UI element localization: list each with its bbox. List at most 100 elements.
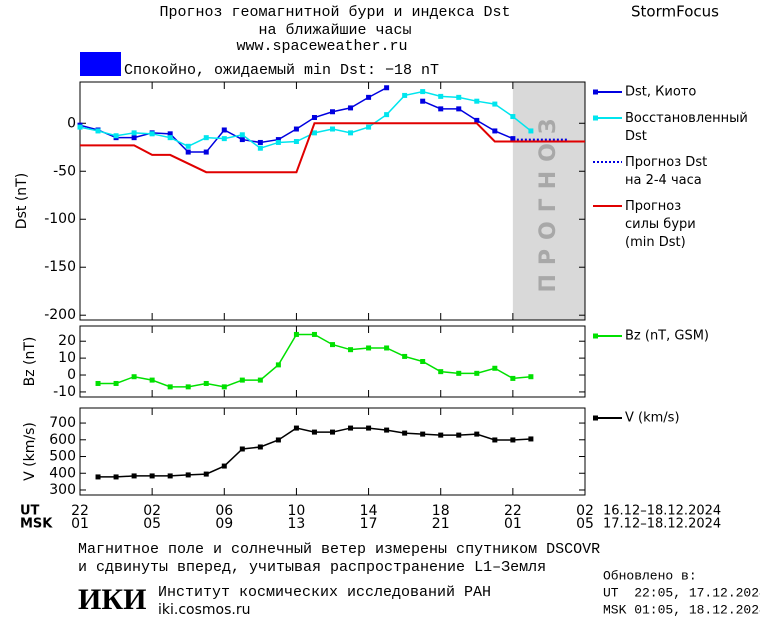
data-point	[257, 145, 263, 151]
data-point	[366, 124, 372, 130]
data-point	[474, 98, 480, 104]
institute: Институт космических исследований РАН	[158, 584, 491, 601]
title: Прогноз геомагнитной бури и индекса Dst н…	[159, 4, 510, 39]
y-tick-label: 0	[67, 367, 76, 383]
updated-ut: UT 22:05, 17.12.2024	[603, 585, 760, 600]
date-range: 16.12–18.12.2024	[603, 504, 721, 519]
text-line: Восстановленный	[625, 111, 748, 126]
data-point	[77, 124, 83, 130]
legend-symbol	[593, 89, 598, 95]
data-point	[221, 384, 227, 390]
data-point	[330, 126, 335, 132]
y-tick-label: 700	[49, 415, 76, 431]
note: Магнитное поле и солнечный ветер измерен…	[78, 541, 600, 576]
data-point	[203, 471, 209, 477]
data-point	[257, 444, 263, 450]
status-indicator	[80, 52, 121, 76]
data-point	[203, 380, 209, 386]
logo: ИКИ	[78, 583, 146, 616]
x-tick-label: 17	[360, 516, 378, 532]
data-point	[131, 374, 137, 380]
data-point	[293, 139, 299, 144]
data-point	[366, 345, 372, 351]
plot-frame	[79, 325, 586, 398]
text-line: Прогноз	[625, 199, 681, 214]
data-point	[402, 353, 408, 359]
plot-frame	[79, 81, 586, 321]
data-point	[420, 359, 426, 364]
data-point	[185, 384, 191, 390]
data-point	[474, 117, 480, 123]
y-tick-label: 500	[49, 449, 76, 465]
data-point	[528, 436, 534, 442]
forecast-label: ПРОГНОЗ	[536, 109, 561, 292]
data-point	[348, 425, 354, 431]
legend-label: Bz (nT, GSM)	[625, 329, 709, 344]
text-line: силы бури	[625, 217, 696, 232]
data-point	[221, 463, 227, 469]
y-tick-label: -200	[44, 307, 76, 323]
data-point	[510, 114, 516, 120]
data-point	[167, 473, 173, 479]
data-point	[167, 384, 173, 390]
text-line: Прогноз геомагнитной бури и индекса Dst	[159, 4, 510, 21]
data-point	[257, 139, 263, 145]
text-line: Магнитное поле и солнечный ветер измерен…	[78, 541, 600, 558]
data-point	[384, 427, 390, 433]
data-point	[348, 347, 354, 353]
legend-label: Восстановленный Dst	[625, 111, 748, 144]
data-point	[366, 425, 372, 431]
data-point	[95, 474, 101, 480]
data-point	[402, 430, 408, 436]
x-axis-label: UT	[20, 504, 40, 519]
data-point	[239, 446, 245, 452]
plot-frame	[79, 407, 586, 496]
site: iki.cosmos.ru	[158, 602, 250, 618]
y-tick-label: 600	[49, 432, 76, 448]
data-point	[275, 437, 281, 443]
data-point	[528, 128, 534, 134]
text-line: Dst	[625, 129, 647, 144]
data-point	[275, 139, 281, 145]
legend-label: Dst, Киото	[625, 85, 696, 100]
data-point	[438, 106, 444, 112]
x-tick-label: 13	[288, 516, 306, 532]
data-point	[456, 370, 462, 376]
data-point	[131, 135, 137, 141]
series-line	[79, 87, 514, 153]
y-tick-label: -10	[53, 384, 76, 400]
data-point	[438, 369, 444, 375]
x-tick-label: 01	[504, 516, 522, 532]
data-point	[149, 473, 155, 479]
data-point	[239, 132, 245, 138]
x-tick-label: 02	[143, 503, 161, 519]
data-point	[203, 149, 209, 155]
series-line	[80, 122, 585, 174]
text-line: на ближайшие часы	[258, 22, 411, 39]
x-tick-label: 21	[432, 516, 450, 532]
x-tick-label: 14	[360, 503, 378, 519]
data-point	[275, 137, 281, 143]
forecast-region	[512, 82, 585, 320]
date-range: 17.12–18.12.2024	[603, 517, 721, 532]
data-point	[492, 437, 498, 443]
x-tick-label: 10	[288, 503, 306, 519]
data-point	[402, 92, 408, 98]
data-point	[456, 106, 462, 112]
updated-msk: MSK 01:05, 18.12.2024	[603, 602, 760, 617]
data-point	[438, 93, 444, 99]
data-point	[95, 128, 101, 134]
series-line	[79, 90, 532, 150]
data-point	[384, 85, 390, 91]
text-line: Прогноз Dst	[625, 155, 707, 170]
data-point	[420, 431, 426, 437]
y-tick-label: 400	[49, 465, 76, 481]
y-tick-label: 300	[49, 482, 76, 498]
x-tick-label: 05	[576, 516, 594, 532]
data-point	[239, 377, 245, 383]
data-point	[311, 115, 317, 121]
url: www.spaceweather.ru	[236, 38, 407, 55]
data-point	[113, 474, 119, 480]
data-point	[528, 374, 534, 380]
